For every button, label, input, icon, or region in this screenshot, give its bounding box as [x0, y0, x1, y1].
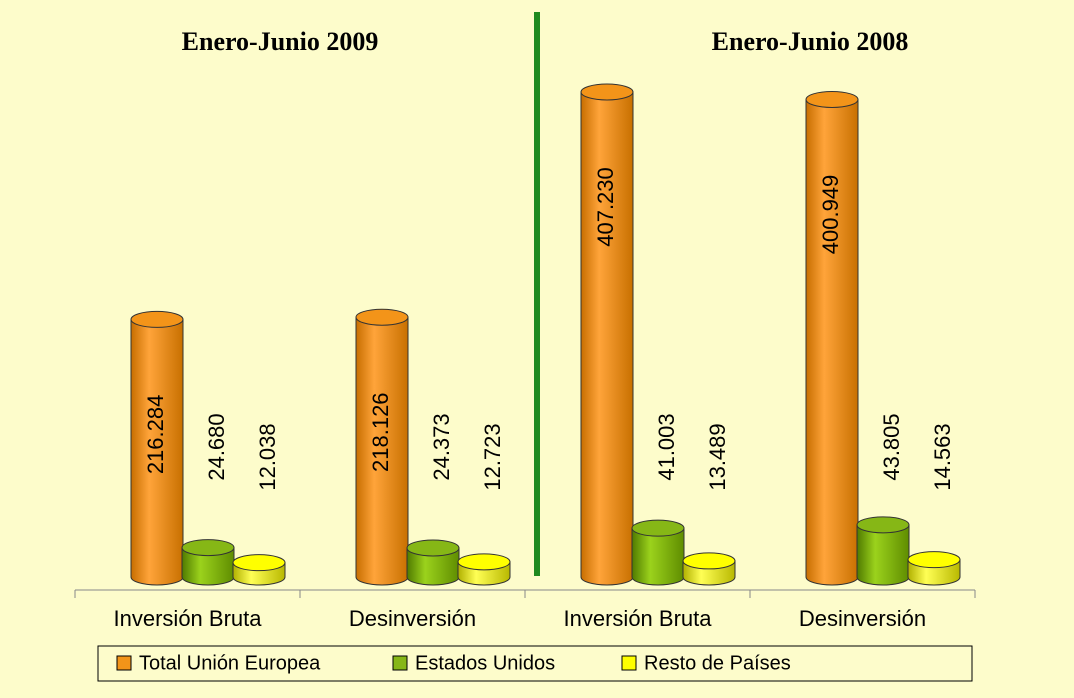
bar-top [355, 308, 409, 326]
bar-top [406, 539, 460, 557]
value-label: 216.284 [143, 395, 168, 475]
bar [805, 98, 859, 586]
x-tick-label: Inversión Bruta [114, 606, 263, 631]
legend-label: Total Unión Europea [139, 652, 321, 674]
legend-swatch [621, 655, 637, 671]
group-title: Enero-Junio 2008 [712, 27, 909, 56]
bar-top [907, 551, 961, 569]
legend-swatch [116, 655, 132, 671]
value-label: 43.805 [879, 413, 904, 480]
value-label: 13.489 [705, 423, 730, 490]
group-title: Enero-Junio 2009 [182, 27, 379, 56]
bar-top [130, 310, 184, 328]
bar-top [805, 90, 859, 108]
bar-top [580, 83, 634, 101]
legend-swatch [392, 655, 408, 671]
bar-top [682, 552, 736, 570]
value-label: 218.126 [368, 392, 393, 472]
x-tick-label: Inversión Bruta [564, 606, 713, 631]
bar [631, 527, 685, 586]
value-label: 24.680 [204, 413, 229, 480]
bar [856, 524, 910, 586]
legend-label: Estados Unidos [415, 652, 555, 674]
value-label: 407.230 [593, 167, 618, 247]
value-label: 24.373 [429, 413, 454, 480]
bar-top [181, 539, 235, 557]
bar-top [457, 553, 511, 571]
value-label: 41.003 [654, 413, 679, 480]
bar-top [232, 554, 286, 572]
value-label: 12.723 [480, 423, 505, 490]
value-label: 14.563 [930, 423, 955, 490]
legend [97, 645, 973, 682]
bar-top [856, 516, 910, 534]
x-tick-label: Desinversión [349, 606, 476, 631]
value-label: 400.949 [818, 175, 843, 255]
bar-top [631, 519, 685, 537]
x-tick-label: Desinversión [799, 606, 926, 631]
bar [580, 91, 634, 586]
value-label: 12.038 [255, 423, 280, 490]
legend-label: Resto de Países [644, 652, 791, 674]
